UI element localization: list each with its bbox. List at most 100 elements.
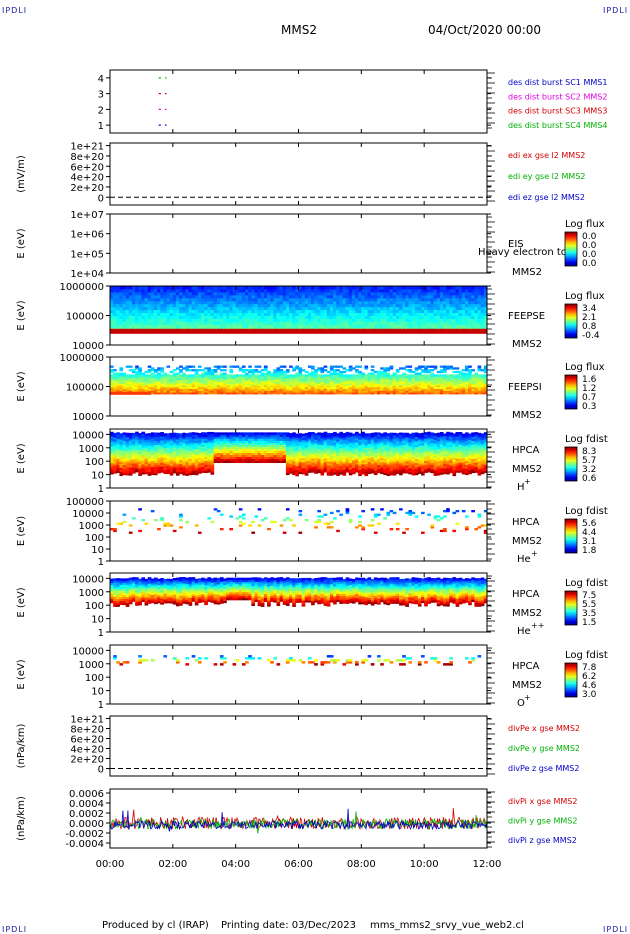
heatmap-cell (417, 291, 422, 296)
heatmap-cell (361, 372, 365, 375)
heatmap-cell (443, 288, 447, 293)
heatmap-cell (386, 324, 391, 328)
heatmap-cell (257, 383, 262, 386)
heatmap-cell (405, 386, 409, 390)
heatmap-cell (458, 309, 463, 314)
heatmap-cell (317, 291, 321, 296)
heatmap-cell (194, 388, 199, 391)
heatmap-cell (263, 315, 268, 319)
heatmap-cell (348, 321, 353, 325)
heatmap-cell (433, 385, 438, 388)
heatmap-cell (455, 370, 460, 374)
heatmap-cell (241, 442, 246, 445)
heatmap-cell (223, 379, 227, 382)
heatmap-cell (477, 390, 482, 393)
heatmap-cell (248, 365, 252, 368)
heatmap-cell (260, 376, 265, 379)
heatmap-cell (461, 385, 466, 388)
heatmap-cell (263, 367, 268, 370)
heatmap-cell (238, 324, 243, 328)
heatmap-cell (172, 440, 177, 444)
heatmap-cell (311, 309, 315, 314)
heatmap-cell (270, 448, 274, 451)
heatmap-cell (163, 294, 168, 299)
heatmap-cell (364, 376, 369, 379)
heatmap-cell (254, 369, 259, 372)
heatmap-cell (201, 392, 205, 395)
heatmap-cell (295, 459, 299, 463)
heatmap-cell (417, 300, 422, 305)
heatmap-cell (282, 312, 287, 316)
heatmap-cell (405, 392, 409, 395)
heatmap-cell (153, 318, 158, 322)
heatmap-cell (175, 461, 180, 464)
heatmap-cell (326, 294, 331, 299)
heatmap-cell (329, 385, 334, 388)
heatmap-cell (219, 376, 224, 379)
heatmap-cell (169, 456, 174, 460)
heatmap-cell (245, 288, 249, 293)
heatmap-cell (307, 434, 312, 437)
heatmap-cell (135, 449, 139, 453)
heatmap-cell (298, 435, 303, 438)
heatmap-cell (213, 436, 218, 439)
heatmap-cell (311, 291, 315, 296)
heatmap-cell (260, 446, 265, 449)
heatmap-cell (298, 370, 303, 374)
heatmap-cell (219, 458, 224, 462)
heatmap-cell (452, 306, 457, 311)
heatmap-cell (213, 450, 218, 453)
heatmap-cell (157, 321, 161, 325)
heatmap-cell (216, 383, 221, 386)
heatmap-cell (333, 324, 337, 328)
heatmap-cell (267, 297, 271, 302)
heatmap-cell (282, 288, 287, 293)
heatmap-cell (179, 315, 183, 319)
heatmap-cell (113, 440, 117, 444)
heatmap-cell (141, 455, 146, 459)
heatmap-cell (235, 286, 240, 290)
heatmap-cell (153, 309, 158, 314)
heatmap-cell (175, 443, 180, 446)
heatmap-cell (392, 377, 397, 381)
heatmap-cell (125, 448, 130, 452)
heatmap-cell (480, 306, 485, 311)
heatmap-cell (402, 312, 406, 316)
heatmap-cell (361, 300, 365, 305)
heatmap-cell (345, 321, 350, 325)
heatmap-cell (399, 377, 403, 381)
heatmap-cell (119, 383, 124, 386)
heatmap-cell (210, 448, 215, 451)
heatmap-cell (314, 383, 318, 386)
heatmap-cell (361, 286, 365, 290)
heatmap-cell (348, 288, 353, 293)
heatmap-cell (386, 374, 391, 377)
heatmap-cell (113, 312, 117, 316)
heatmap-cell (113, 459, 117, 462)
heatmap-cell (436, 392, 441, 395)
heatmap-cell (223, 294, 227, 299)
heatmap-cell (282, 370, 287, 374)
heatmap-cell (311, 312, 315, 316)
heatmap-cell (128, 324, 133, 328)
heatmap-cell (163, 439, 168, 442)
heatmap-cell (219, 374, 224, 377)
heatmap-cell (395, 370, 400, 374)
heatmap-cell (229, 374, 234, 377)
heatmap-cell (279, 315, 284, 319)
heatmap-cell (219, 381, 224, 384)
heatmap-cell (383, 324, 387, 328)
heatmap-cell (323, 374, 328, 377)
heatmap-cell (122, 470, 127, 474)
heatmap-cell (477, 379, 482, 382)
heatmap-cell (270, 372, 274, 375)
heatmap-cell (235, 385, 240, 388)
heatmap-cell (370, 294, 375, 299)
heatmap-cell (468, 390, 472, 393)
heatmap-cell (226, 377, 230, 381)
heatmap-cell (307, 458, 312, 461)
heatmap-cell (185, 309, 190, 314)
heatmap-cell (446, 321, 450, 325)
heatmap-cell (188, 291, 193, 296)
